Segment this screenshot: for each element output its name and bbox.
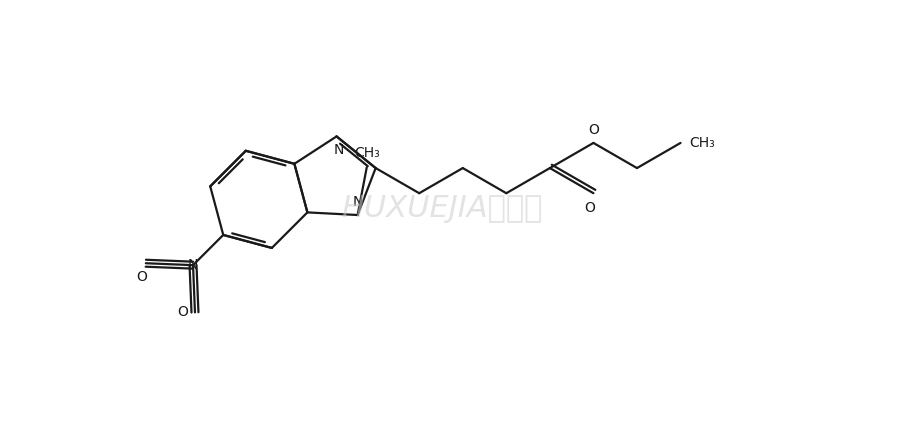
Text: HUXUEJIA化学加: HUXUEJIA化学加 (341, 194, 542, 223)
Text: O: O (136, 270, 146, 284)
Text: N: N (187, 258, 198, 272)
Text: CH₃: CH₃ (354, 146, 380, 160)
Text: N: N (333, 143, 343, 157)
Text: O: O (177, 305, 188, 319)
Text: CH₃: CH₃ (689, 136, 715, 150)
Text: O: O (584, 202, 595, 215)
Text: N: N (352, 195, 362, 208)
Text: O: O (588, 122, 598, 137)
